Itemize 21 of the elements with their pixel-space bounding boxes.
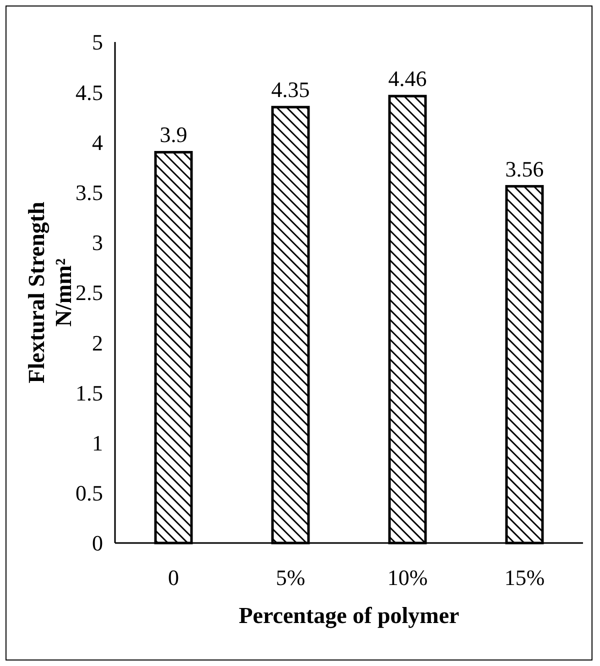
y-tick-label: 2: [92, 330, 103, 356]
y-tick-label: 5: [92, 30, 103, 55]
x-tick-label: 10%: [387, 565, 428, 590]
x-tick-label: 0: [168, 565, 179, 590]
x-tick-label: 15%: [504, 565, 545, 590]
y-tick-label: 3: [92, 230, 103, 256]
x-axis-title: Percentage of polymer: [238, 603, 460, 629]
y-tick-label: 1.5: [76, 380, 103, 406]
data-label: 4.46: [388, 66, 427, 92]
y-axis-title: Flextural Strength N/mm²: [24, 201, 76, 384]
y-tick-label: 4.5: [76, 80, 103, 105]
y-tick-label: 3.5: [76, 180, 103, 205]
y-tick-label: 0: [92, 530, 103, 556]
y-tick-label: 2.5: [76, 280, 103, 306]
data-label: 3.9: [160, 122, 188, 148]
x-tick-label: 5%: [276, 565, 306, 590]
y-tick-label: 1: [92, 430, 103, 456]
data-label: 3.56: [505, 156, 544, 182]
y-tick-label: 4: [92, 130, 103, 155]
data-label: 4.35: [271, 77, 310, 102]
y-tick-label: 0.5: [76, 480, 103, 506]
